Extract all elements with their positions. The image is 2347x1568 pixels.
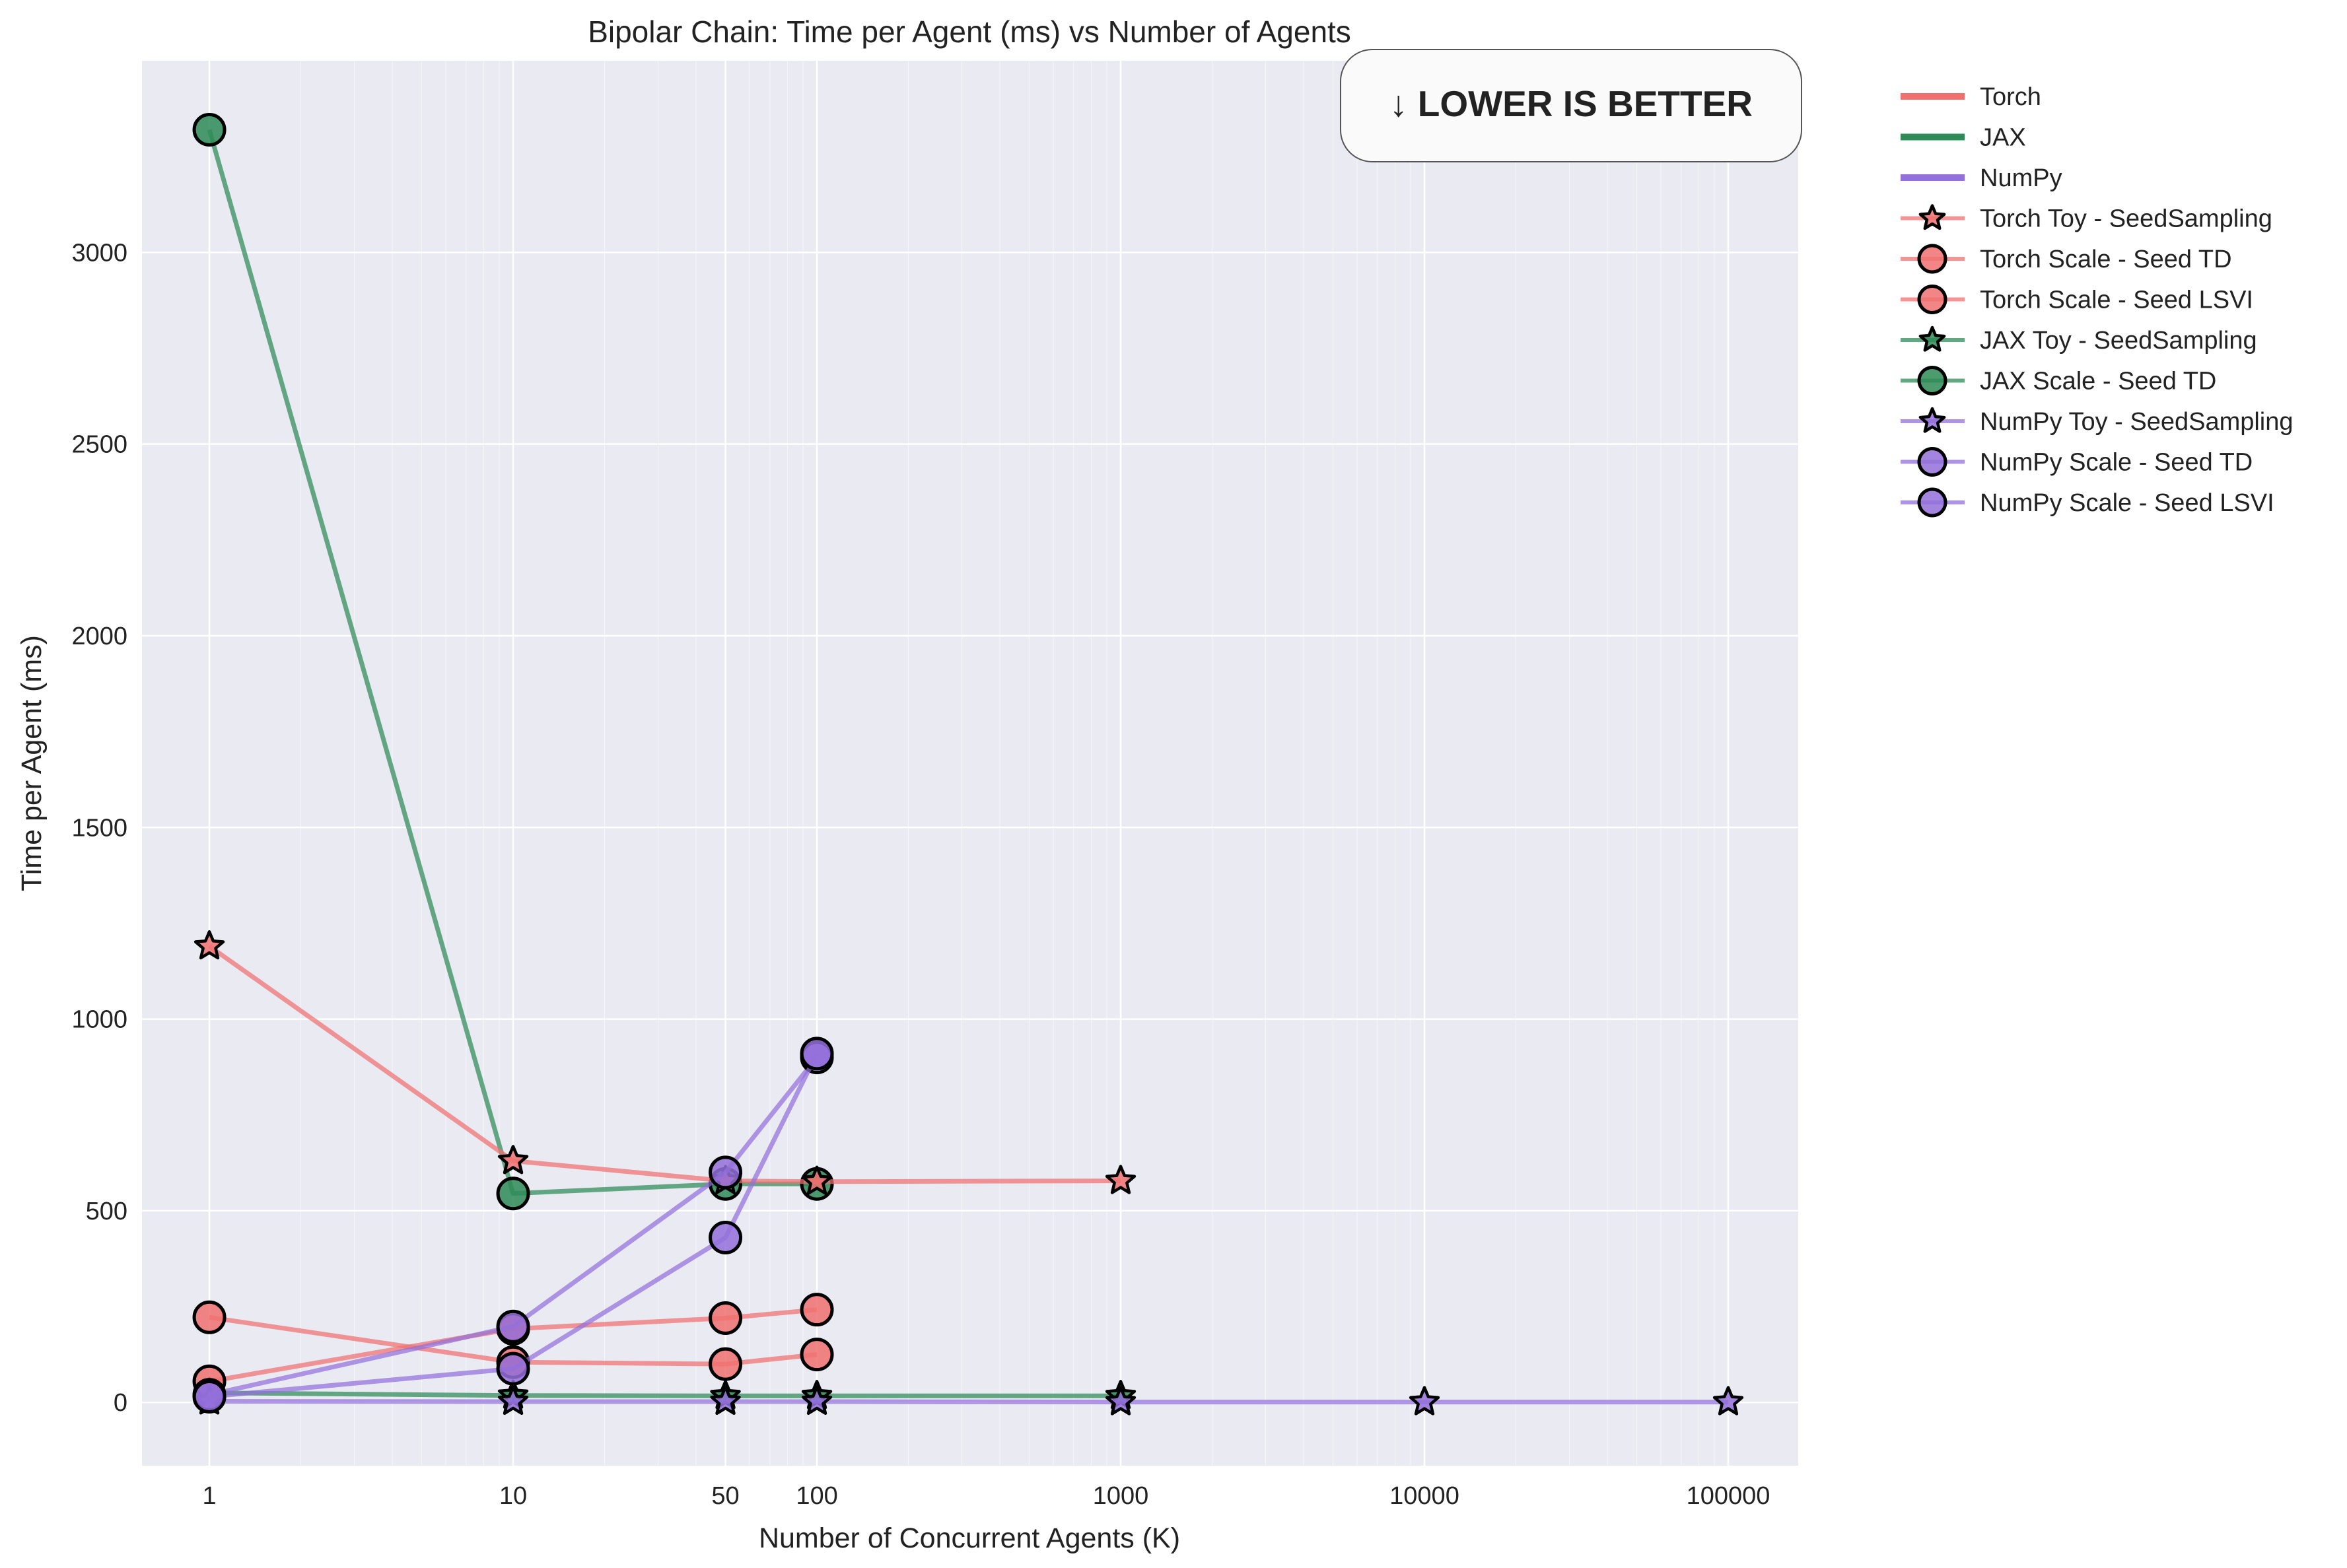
legend-marker: [1917, 487, 1947, 518]
data-point: [710, 1385, 741, 1415]
data-point: [709, 1301, 743, 1335]
y-tick-label: 1000: [71, 1006, 127, 1034]
legend-marker: [1917, 285, 1947, 314]
data-point: [709, 1221, 743, 1255]
legend-label: Torch: [1980, 83, 2041, 111]
y-tick-label: 2000: [71, 623, 127, 650]
data-point: [1105, 1165, 1137, 1194]
legend-label: JAX Scale - Seed TD: [1980, 368, 2216, 395]
legend-label: Torch Scale - Seed LSVI: [1980, 287, 2253, 314]
legend-entry: JAX: [1901, 124, 2026, 152]
legend-marker: [1918, 204, 1946, 230]
legend-marker: [1918, 325, 1946, 352]
legend-marker: [1917, 366, 1947, 395]
legend-label: JAX Toy - SeedSampling: [1980, 327, 2257, 355]
data-point: [1409, 1386, 1440, 1415]
data-point: [192, 113, 227, 147]
series-layer: [192, 113, 1744, 1415]
legend-label: Torch Scale - Seed TD: [1980, 246, 2232, 273]
plot-background: [142, 61, 1798, 1466]
data-point: [496, 1176, 530, 1211]
x-axis-label: Number of Concurrent Agents (K): [759, 1522, 1180, 1554]
legend-entry: Torch Toy - SeedSampling: [1901, 204, 2272, 233]
x-tick-label: 50: [711, 1482, 739, 1510]
data-point: [800, 1293, 834, 1327]
series-line: [209, 1052, 820, 1399]
legend-label: JAX: [1980, 124, 2026, 152]
data-point: [709, 1347, 743, 1381]
data-point: [1712, 1386, 1744, 1415]
legend-entry: Torch Scale - Seed LSVI: [1901, 285, 2253, 314]
data-point: [800, 1037, 834, 1071]
data-point: [497, 1145, 529, 1175]
x-tick-label: 100: [796, 1482, 837, 1510]
series-numpy-scale-seed-lsvi: [192, 1037, 834, 1414]
legend-entry: NumPy Toy - SeedSampling: [1901, 407, 2294, 436]
x-tick-label: 100000: [1687, 1482, 1770, 1510]
data-point: [193, 930, 225, 960]
annotation-text: ↓ LOWER IS BETTER: [1389, 83, 1753, 124]
series-line: [209, 1056, 819, 1398]
legend-entry: JAX Scale - Seed TD: [1901, 366, 2216, 395]
data-point: [496, 1309, 530, 1344]
annotation-frame: [1340, 49, 1802, 162]
legend-label: Torch Toy - SeedSampling: [1980, 205, 2272, 233]
legend-entry: Torch: [1901, 83, 2041, 111]
data-point: [801, 1385, 833, 1415]
y-axis-label: Time per Agent (ms): [16, 635, 48, 891]
legend-entry: NumPy Scale - Seed TD: [1901, 447, 2253, 477]
legend-marker: [1918, 407, 1946, 433]
x-tick-label: 1: [202, 1482, 216, 1510]
legend-label: NumPy Scale - Seed LSVI: [1980, 489, 2274, 517]
chart-title: Bipolar Chain: Time per Agent (ms) vs Nu…: [588, 15, 1351, 49]
data-point: [801, 1165, 833, 1195]
x-tick-label: 10: [499, 1482, 527, 1510]
series-line: [209, 1314, 818, 1367]
legend-label: NumPy Toy - SeedSampling: [1980, 408, 2294, 436]
legend-entry: NumPy Scale - Seed LSVI: [1901, 487, 2274, 518]
x-tick-label: 10000: [1389, 1482, 1459, 1510]
legend-entry: JAX Toy - SeedSampling: [1901, 325, 2257, 355]
legend-marker: [1917, 447, 1947, 477]
legend-entry: Torch Scale - Seed TD: [1901, 244, 2232, 274]
data-point: [192, 1379, 227, 1414]
data-point: [192, 1300, 227, 1334]
annotation-box: ↓ LOWER IS BETTER: [1340, 49, 1802, 162]
legend-label: NumPy Scale - Seed TD: [1980, 449, 2253, 477]
y-tick-label: 500: [86, 1198, 127, 1225]
data-point: [1105, 1386, 1137, 1415]
legend-label: NumPy: [1980, 164, 2062, 192]
legend: Torch JAX NumPy Torch Toy - SeedSampling Tor…: [1901, 83, 2294, 518]
data-point: [496, 1351, 530, 1386]
data-point: [497, 1385, 529, 1415]
y-tick-label: 2500: [71, 431, 127, 459]
tick-labels: 1 10 50 100 1000 10000 100000 0 500 1000 1500 2000 2…: [71, 239, 1770, 1510]
data-point: [800, 1338, 834, 1372]
y-tick-label: 0: [114, 1389, 127, 1417]
legend-marker: [1917, 244, 1947, 274]
series-line: [207, 129, 817, 1196]
data-point: [709, 1155, 743, 1190]
y-tick-label: 3000: [71, 239, 127, 267]
x-tick-label: 1000: [1093, 1482, 1149, 1510]
y-tick-label: 1500: [71, 814, 127, 842]
legend-entry: NumPy: [1901, 164, 2062, 192]
series-line: [209, 1307, 818, 1384]
